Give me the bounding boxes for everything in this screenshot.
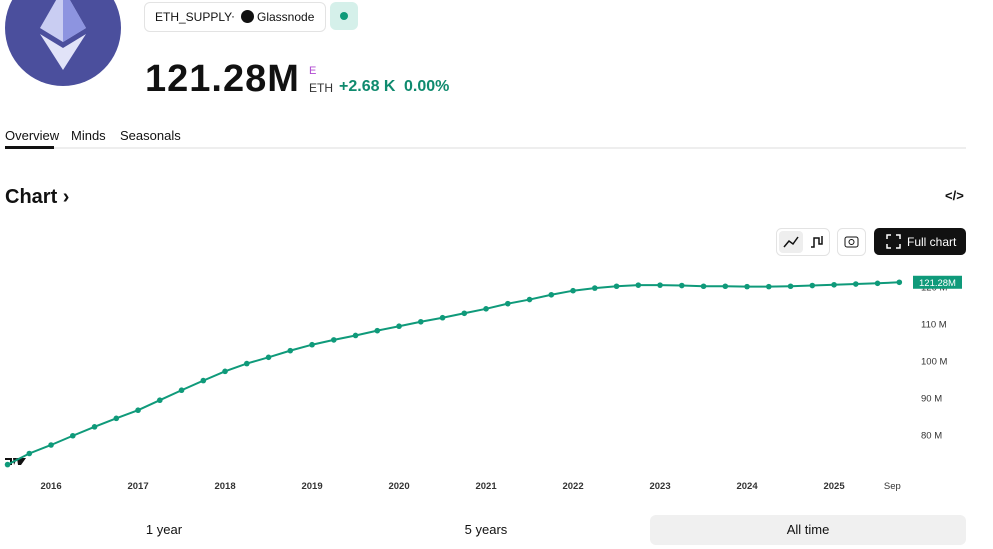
point <box>200 377 207 384</box>
section-title-text: Chart <box>5 186 58 208</box>
point <box>896 279 903 286</box>
x-tick-label: 2017 <box>127 481 148 492</box>
point <box>352 332 359 339</box>
full-chart-label: Full chart <box>907 235 957 249</box>
x-tick-label: 2024 <box>736 481 758 492</box>
point <box>113 415 120 422</box>
chart-style-toggle[interactable] <box>776 228 830 256</box>
point <box>679 282 685 289</box>
full-chart-button[interactable]: Full chart <box>874 228 966 255</box>
x-tick-label: 2025 <box>823 481 845 492</box>
y-tick-label: 80 M <box>921 431 942 442</box>
x-tick-label: 2023 <box>649 481 670 492</box>
point <box>418 318 424 325</box>
point <box>91 424 98 430</box>
point <box>4 461 11 468</box>
point <box>157 397 163 404</box>
embed-icon[interactable]: </> <box>945 188 964 203</box>
point <box>331 337 337 343</box>
point <box>722 283 729 290</box>
point <box>700 283 707 290</box>
change-pct: 0.00% <box>404 78 450 95</box>
point <box>396 323 402 330</box>
point <box>657 282 663 288</box>
point <box>244 360 250 367</box>
change: +2.68 K <box>339 78 396 95</box>
range-button[interactable]: 1 year <box>145 522 183 537</box>
tab[interactable]: Overview <box>5 128 60 143</box>
point <box>853 281 859 287</box>
tab[interactable]: Minds <box>71 128 106 143</box>
point <box>635 282 642 288</box>
section-title[interactable]: Chart › <box>5 186 70 208</box>
x-tick-label: 2022 <box>562 481 583 492</box>
x-tick-label: 2016 <box>40 481 61 492</box>
last-value-badge <box>913 275 962 289</box>
point <box>265 354 272 361</box>
tab-indicator <box>5 146 54 149</box>
x-tick-label: 2018 <box>214 481 235 492</box>
point <box>874 280 881 287</box>
source: Glassnode <box>257 10 315 24</box>
point <box>592 285 598 291</box>
point <box>374 327 381 334</box>
point <box>505 300 511 307</box>
point <box>526 296 533 303</box>
y-tick-label: 90 M <box>921 394 942 405</box>
point <box>809 282 816 289</box>
point <box>135 407 141 414</box>
x-tick-label: 2020 <box>388 481 409 492</box>
range-button[interactable]: 5 years <box>464 522 508 537</box>
unit: ETH <box>309 81 333 95</box>
symbol: ETH_SUPPLY <box>155 10 233 24</box>
screenshot-button[interactable] <box>837 228 866 256</box>
point <box>309 341 315 348</box>
x-tick-label: Sep <box>884 481 901 492</box>
expand-icon <box>886 234 901 249</box>
point <box>287 347 294 354</box>
source-icon <box>241 10 254 23</box>
point <box>787 283 794 290</box>
point <box>831 281 837 288</box>
status-dot <box>340 12 348 20</box>
y-tick-label: 110 M <box>921 320 947 331</box>
point <box>26 450 33 457</box>
x-tick-label: 2021 <box>475 481 497 492</box>
point <box>178 387 185 394</box>
x-tick-label: 2019 <box>301 481 322 492</box>
unit-badge: E <box>309 65 317 77</box>
last-value-label: 121.28M <box>919 278 956 289</box>
separator: · <box>231 9 235 23</box>
point <box>222 368 228 375</box>
y-tick-label: 100 M <box>921 357 947 368</box>
point <box>570 287 576 294</box>
point <box>766 283 772 290</box>
point <box>613 283 620 290</box>
tab[interactable]: Seasonals <box>120 128 181 143</box>
tab-rule <box>5 147 966 149</box>
point <box>744 283 750 290</box>
status-chip <box>330 2 358 30</box>
point <box>70 432 76 439</box>
eth-logo <box>5 0 121 86</box>
point <box>483 306 489 312</box>
range-button[interactable]: All time <box>650 515 966 545</box>
point <box>548 291 555 298</box>
point <box>461 310 468 317</box>
point <box>48 442 54 448</box>
price: 121.28M <box>145 58 300 100</box>
symbol-chip[interactable]: ETH_SUPPLY · Glassnode <box>144 2 326 32</box>
point <box>439 314 446 321</box>
line <box>7 281 900 466</box>
